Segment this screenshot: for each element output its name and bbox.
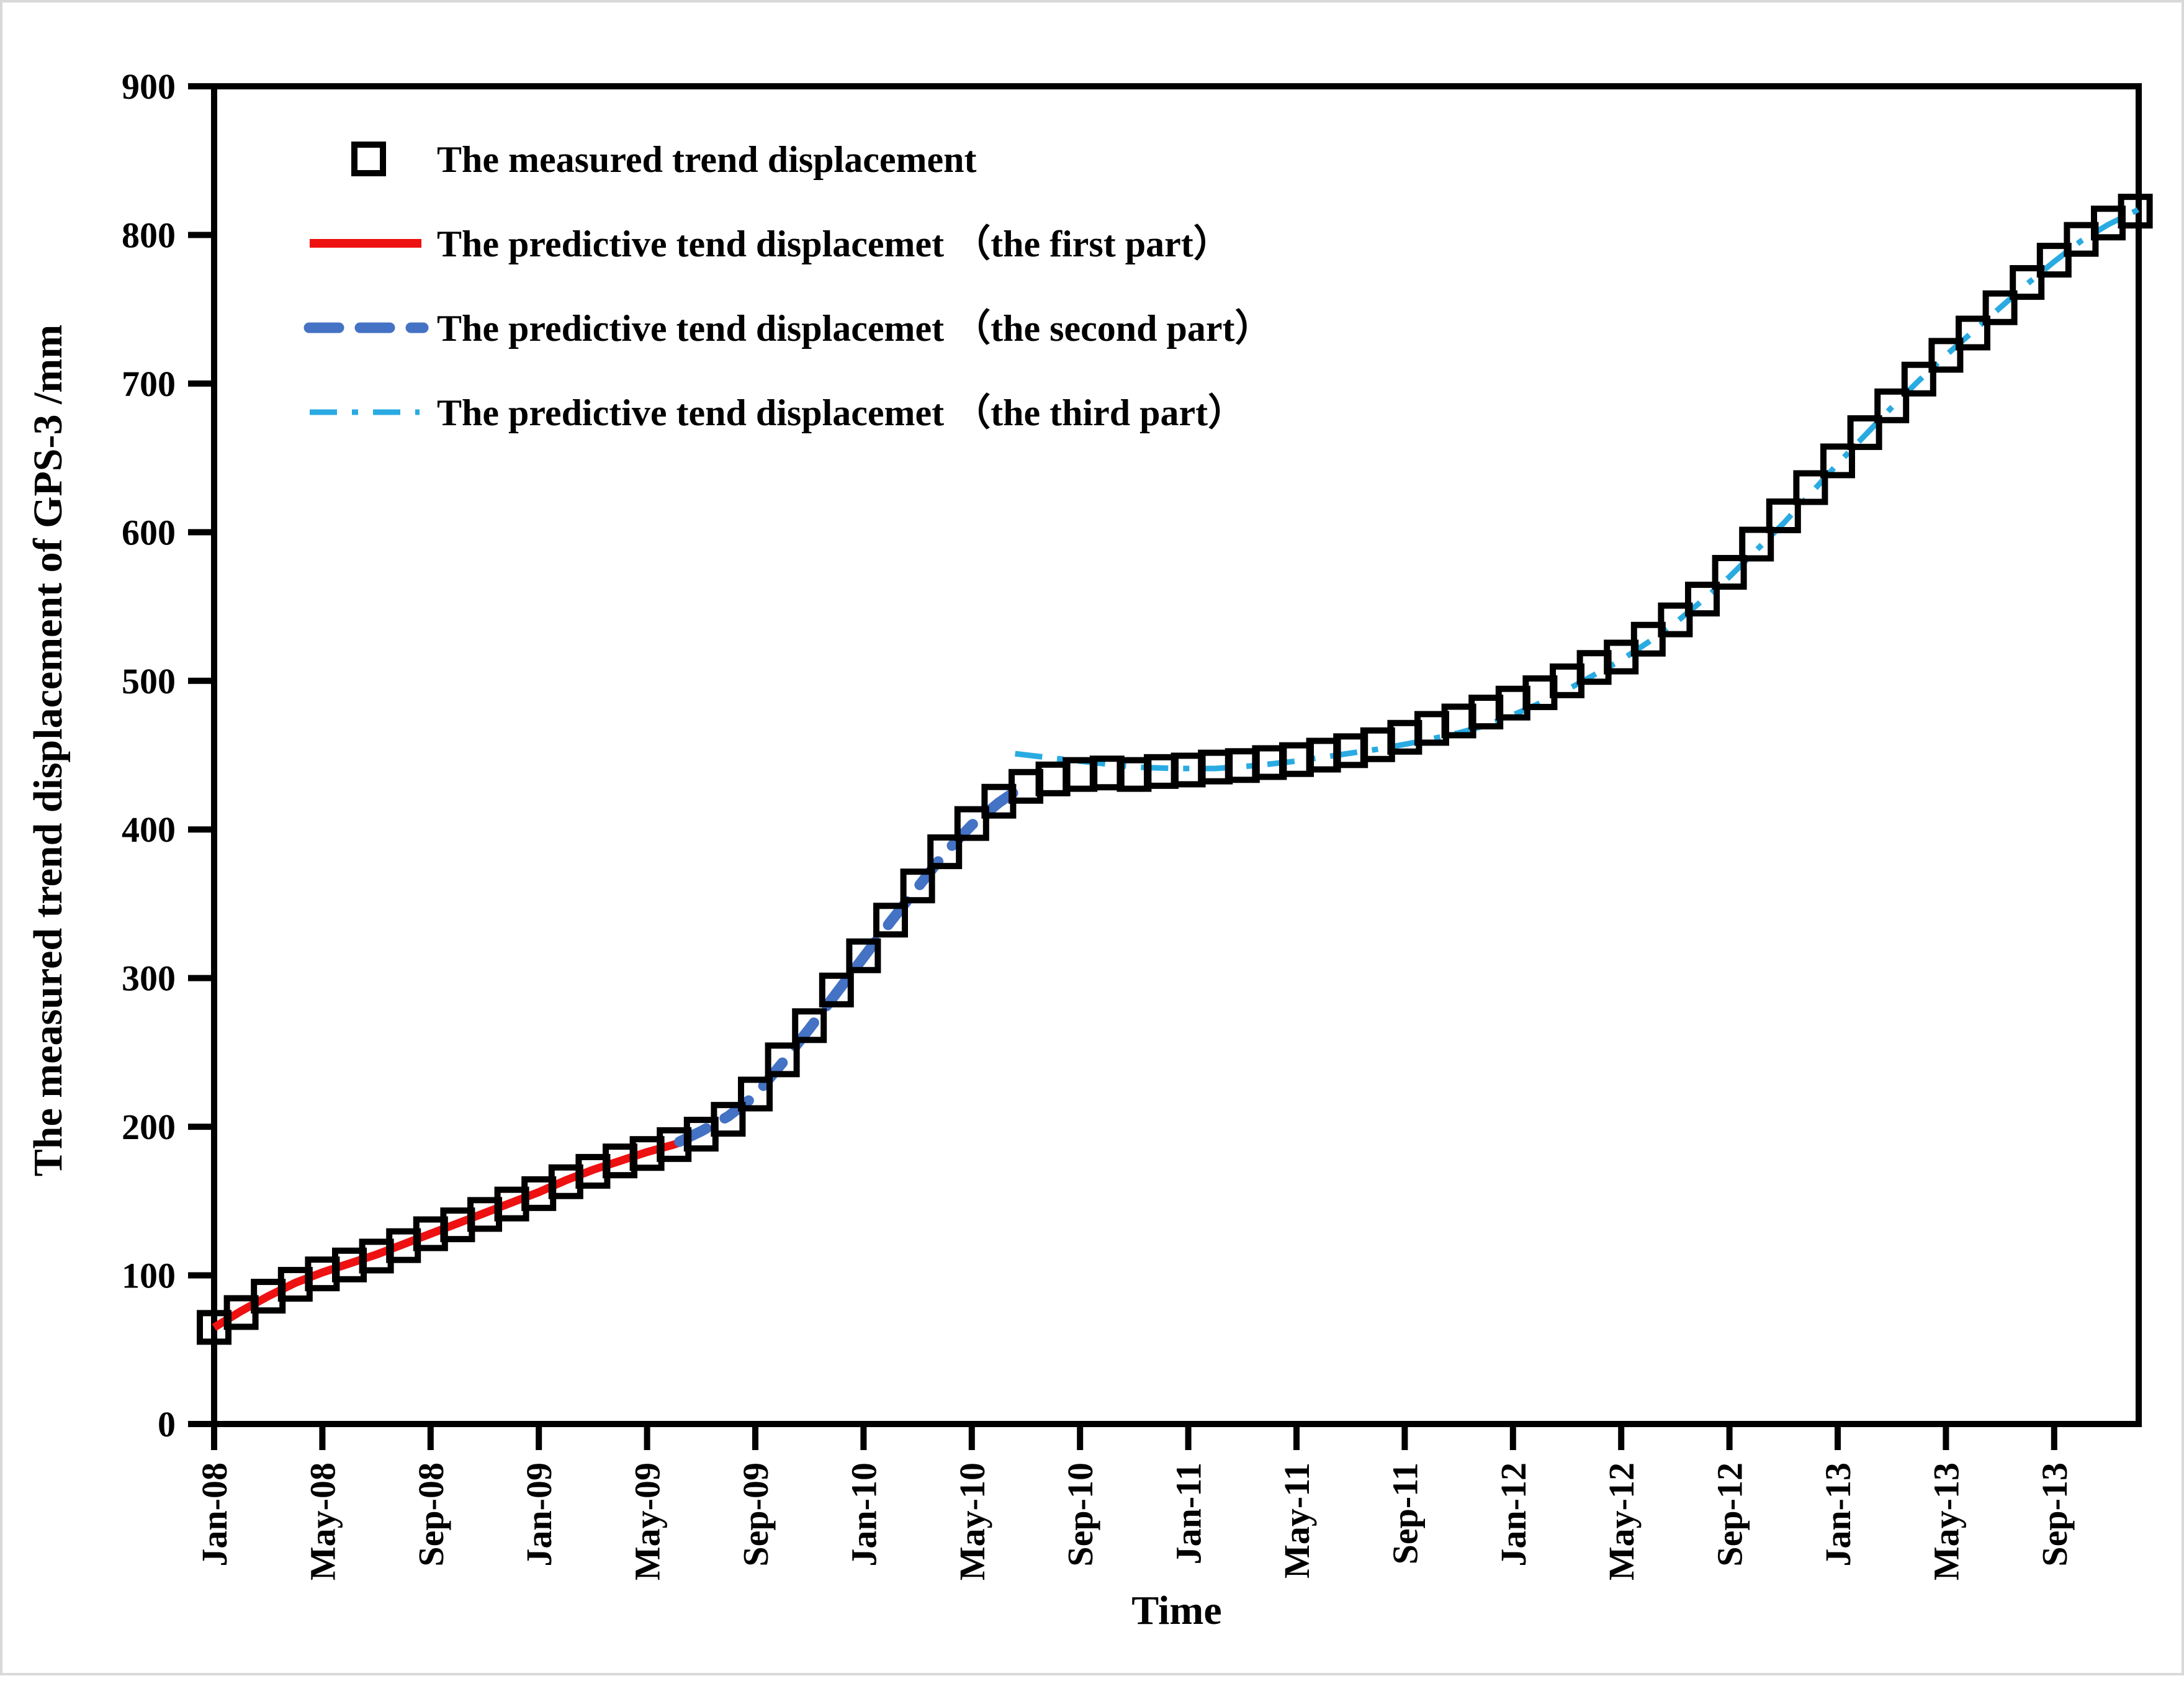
measured-point [927,834,963,870]
legend-item-predictive-first: The predictive tend displacemet （the fir… [310,223,1231,264]
measured-point [1928,338,1964,373]
x-tick-label: May-13 [1926,1462,1966,1580]
y-tick-label: 300 [122,958,176,999]
x-tick-label: Jan-13 [1818,1462,1858,1567]
x-tick-label: Jan-08 [194,1462,235,1567]
x-tick-label: May-10 [952,1462,992,1580]
legend-label-measured: The measured trend displacement [437,139,976,180]
plot-frame [211,83,2142,1427]
predictive-line-first [212,1135,692,1331]
measured-point [1982,290,2018,325]
legend-item-predictive-second: The predictive tend displacemet （the sec… [303,307,1272,349]
axis-ticks: 0 100 200 300 400 500 600 700 800 900 Jan-08 May-08… [122,66,2075,1580]
y-tick-label: 800 [122,215,176,255]
measured-point [1793,470,1828,505]
plot-area-border [211,83,2142,1427]
y-tick-label: 100 [122,1256,176,1296]
legend-label-predictive-first: The predictive tend displacemet （the fir… [437,223,1231,264]
measured-point [1685,582,1720,617]
x-tick-label: May-12 [1601,1462,1642,1580]
measured-point [711,1102,746,1137]
x-tick-label: Jan-12 [1493,1462,1534,1567]
measured-point [1658,602,1693,638]
y-tick-label: 400 [122,809,176,850]
x-tick-label: Sep-09 [735,1462,776,1567]
data-series [197,194,2153,1345]
measured-point [1820,443,1855,479]
legend-item-measured: The measured trend displacement [351,139,976,180]
x-axis-title: Time [1131,1588,1221,1633]
y-tick-label: 0 [158,1404,176,1444]
y-tick-label: 700 [122,364,176,404]
measured-point [2118,194,2153,229]
legend-item-predictive-third: The predictive tend displacemet （the thi… [310,392,1245,433]
measured-point [846,938,881,973]
y-tick-label: 500 [122,661,176,701]
measured-point [954,806,989,841]
x-tick-label: Sep-12 [1710,1462,1750,1567]
y-tick-label: 200 [122,1107,176,1147]
legend-label-predictive-third: The predictive tend displacemet （the thi… [437,392,1245,433]
measured-point [792,1008,827,1043]
measured-point [1766,498,1801,533]
measured-point [1847,415,1882,450]
x-tick-label: May-09 [627,1462,668,1580]
x-tick-label: Sep-08 [411,1462,451,1567]
y-tick-label: 900 [122,66,176,107]
x-tick-label: Sep-11 [1385,1462,1425,1564]
open-square-marker-icon [351,142,386,176]
y-tick-label: 600 [122,512,176,552]
legend: The measured trend displacement The pred… [303,139,1272,433]
measured-point [1901,361,1936,397]
x-tick-label: Sep-13 [2034,1462,2075,1567]
measured-point [1712,554,1747,590]
measured-point [1874,388,1910,423]
measured-point [873,903,908,938]
x-tick-label: Jan-10 [843,1462,884,1567]
measured-point [2036,243,2072,278]
x-tick-label: Sep-10 [1060,1462,1100,1567]
x-tick-label: May-08 [302,1462,343,1580]
legend-label-predictive-second: The predictive tend displacemet （the sec… [437,307,1272,349]
x-tick-label: Jan-09 [519,1462,559,1567]
y-axis-title: The measured trend displacement of GPS-3… [25,325,71,1177]
x-tick-label: May-11 [1277,1462,1317,1579]
measured-point [1630,621,1666,657]
predictive-line-second [674,782,1026,1147]
measured-point [1956,315,1990,351]
measured-point [819,972,854,1007]
measured-point [900,868,935,904]
measured-point [738,1076,773,1112]
measured-point [1604,639,1639,675]
measured-point [2010,265,2045,300]
x-tick-label: Jan-11 [1169,1462,1209,1564]
measured-point [765,1042,800,1078]
measured-point [1739,526,1774,562]
